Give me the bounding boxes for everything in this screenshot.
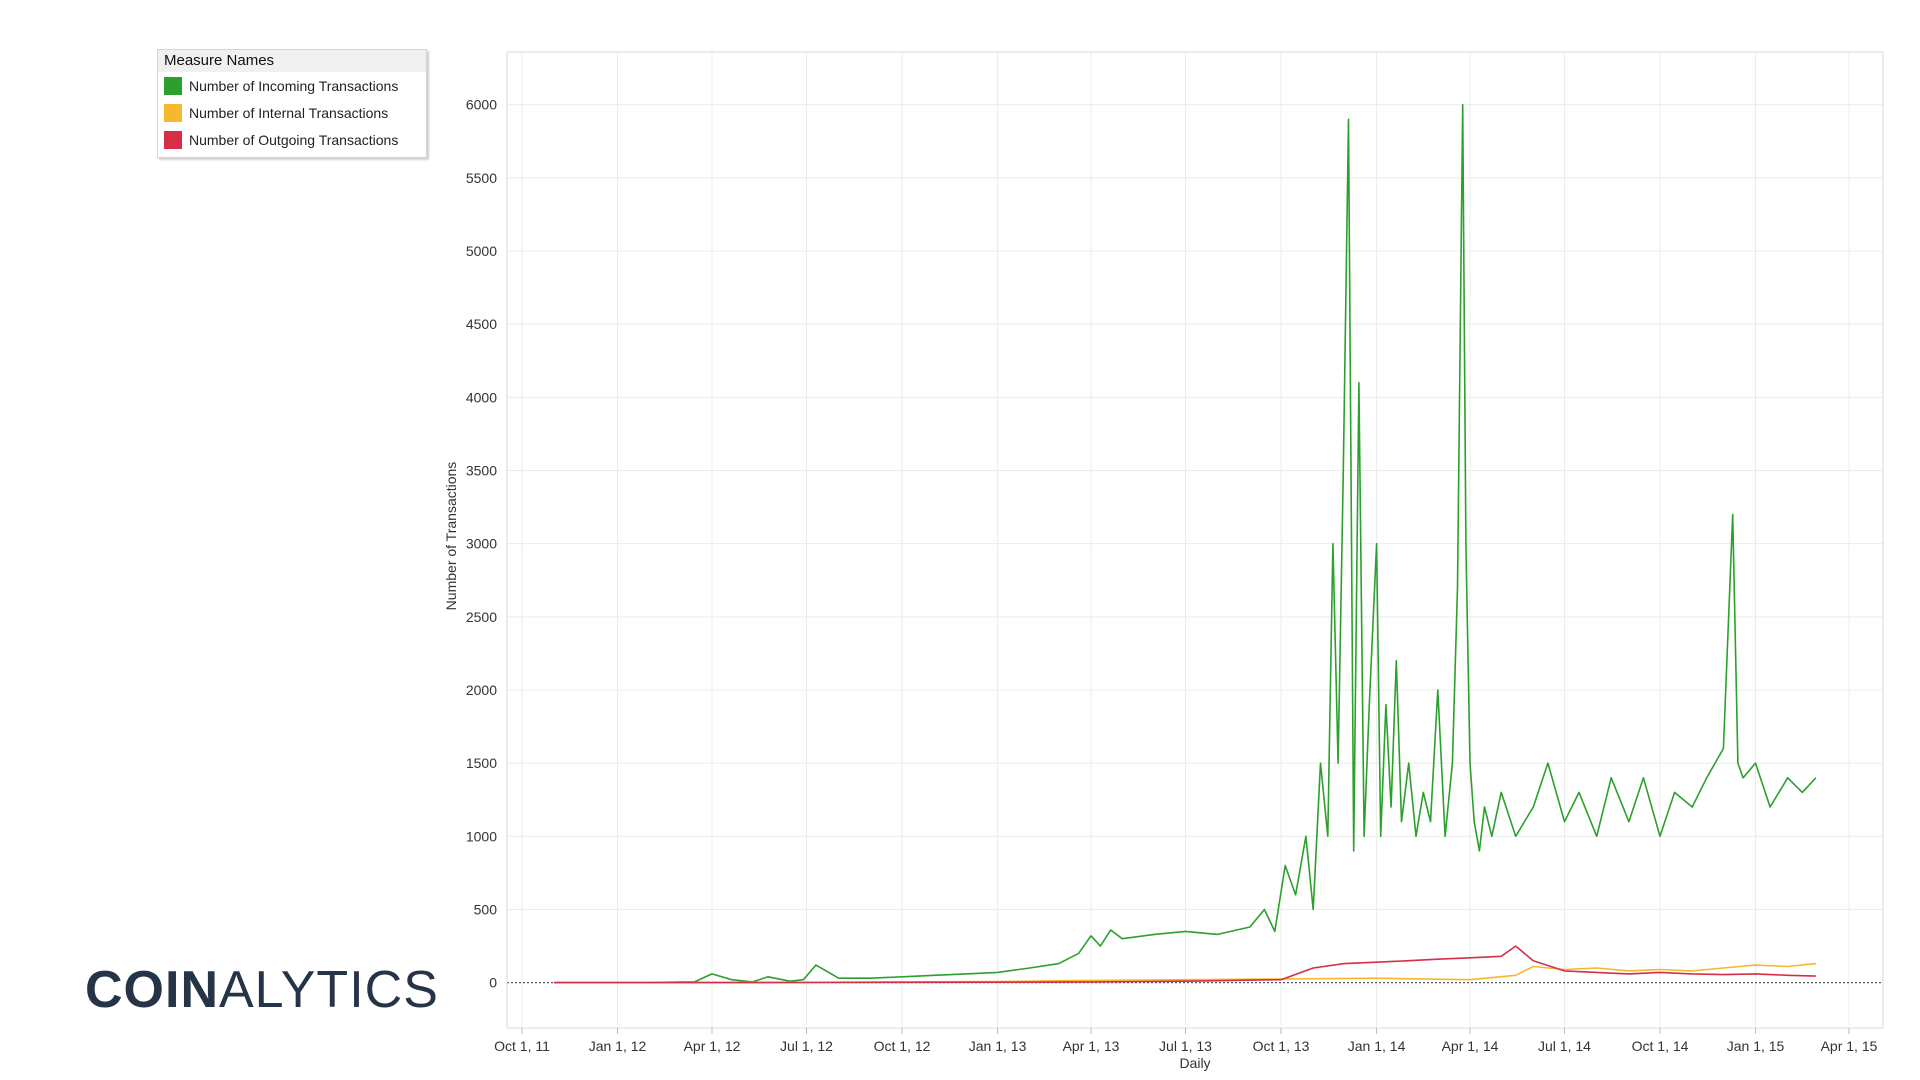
brand-logo-part1: COIN	[85, 961, 219, 1019]
y-tick-label: 4500	[466, 316, 497, 332]
legend-swatch-incoming	[164, 76, 182, 95]
y-tick-label: 5000	[466, 243, 497, 259]
x-tick-label: Oct 1, 11	[494, 1038, 550, 1054]
legend-label-internal: Number of Internal Transactions	[189, 104, 389, 121]
x-tick-label: Oct 1, 13	[1253, 1038, 1310, 1054]
chart-ticks: Oct 1, 11 Jan 1, 12 Apr 1, 12 Jul 1, 12 Oct …	[466, 97, 1878, 1054]
y-tick-label: 3000	[466, 536, 497, 552]
y-tick-label: 3500	[466, 462, 497, 478]
x-tick-label: Apr 1, 13	[1063, 1038, 1120, 1054]
y-tick-label: 1500	[466, 755, 497, 771]
y-tick-label: 2500	[466, 609, 497, 625]
x-tick-label: Apr 1, 14	[1442, 1038, 1499, 1054]
legend-label-incoming: Number of Incoming Transactions	[189, 77, 399, 94]
x-tick-label: Jan 1, 13	[969, 1038, 1027, 1054]
legend-item-incoming[interactable]: Number of Incoming Transactions	[158, 72, 426, 99]
x-tick-label: Oct 1, 12	[874, 1038, 931, 1054]
legend-title: Measure Names	[158, 50, 426, 72]
legend-swatch-internal	[164, 103, 182, 122]
x-tick-label: Jul 1, 14	[1538, 1038, 1591, 1054]
y-tick-label: 5500	[466, 170, 497, 186]
brand-logo-part2: ALYTICS	[219, 961, 439, 1019]
x-tick-label: Jan 1, 15	[1727, 1038, 1785, 1054]
brand-logo: COINALYTICS	[85, 960, 439, 1020]
x-axis-label: Daily	[1179, 1055, 1210, 1071]
x-tick-label: Apr 1, 12	[684, 1038, 741, 1054]
y-axis-label: Number of Transactions	[443, 462, 459, 611]
plot-area	[506, 51, 1884, 1029]
x-tick-label: Jan 1, 12	[589, 1038, 647, 1054]
y-tick-label: 1000	[466, 828, 497, 844]
legend-label-outgoing: Number of Outgoing Transactions	[189, 131, 399, 148]
series-line-outgoing	[554, 945, 1816, 984]
y-tick-label: 0	[489, 975, 497, 991]
x-tick-label: Jan 1, 14	[1348, 1038, 1406, 1054]
legend-item-outgoing[interactable]: Number of Outgoing Transactions	[158, 126, 426, 153]
x-tick-label: Jul 1, 13	[1159, 1038, 1212, 1054]
chart-lines	[554, 103, 1817, 984]
y-tick-label: 4000	[466, 389, 497, 405]
x-tick-label: Oct 1, 14	[1632, 1038, 1689, 1054]
x-tick-label: Jul 1, 12	[780, 1038, 833, 1054]
series-line-incoming	[554, 103, 1817, 984]
chart-grid	[507, 52, 1883, 1028]
legend-item-internal[interactable]: Number of Internal Transactions	[158, 99, 426, 126]
y-tick-label: 6000	[466, 97, 497, 113]
y-tick-label: 2000	[466, 682, 497, 698]
y-tick-label: 500	[474, 901, 498, 917]
legend: Measure Names Number of Incoming Transac…	[157, 49, 427, 158]
legend-swatch-outgoing	[164, 130, 182, 149]
x-tick-label: Apr 1, 15	[1821, 1038, 1878, 1054]
